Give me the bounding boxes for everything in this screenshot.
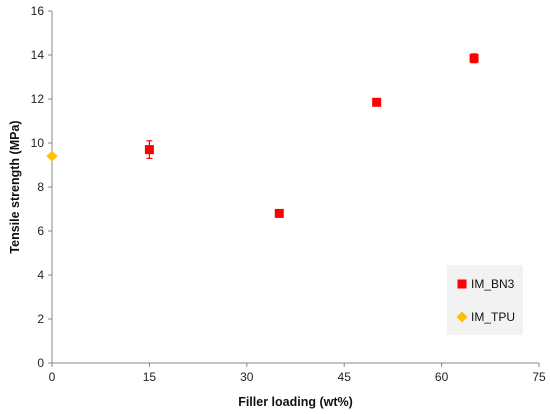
data-point: [144, 145, 154, 155]
y-tick-label: 6: [37, 224, 44, 238]
legend-marker: [456, 311, 468, 323]
x-axis-title: Filler loading (wt%): [238, 395, 353, 409]
y-axis-title: Tensile strength (MPa): [8, 120, 22, 253]
x-ticks: 0 15 30 45 60 75: [49, 363, 546, 384]
legend-box: [447, 265, 523, 335]
y-tick-label: 16: [31, 4, 45, 18]
x-tick-label: 45: [338, 370, 352, 384]
y-tick-label: 8: [37, 180, 44, 194]
plot-area: 0 15 30 45 60 75 0 2 4 6 8 10 12 14 16: [31, 4, 546, 384]
series-im-bn3: [144, 53, 479, 218]
y-tick-label: 10: [31, 136, 45, 150]
data-point: [274, 208, 284, 218]
x-tick-label: 0: [49, 370, 56, 384]
data-point: [372, 97, 382, 107]
x-tick-label: 30: [240, 370, 254, 384]
data-point: [46, 150, 58, 162]
y-tick-label: 14: [31, 48, 45, 62]
x-tick-label: 75: [532, 370, 546, 384]
x-tick-label: 15: [143, 370, 157, 384]
x-tick-label: 60: [435, 370, 449, 384]
y-tick-label: 0: [37, 356, 44, 370]
series-im-tpu: [46, 150, 58, 162]
y-ticks: 0 2 4 6 8 10 12 14 16: [31, 4, 52, 370]
legend-label: IM_TPU: [471, 310, 515, 324]
data-point: [469, 53, 479, 63]
legend-label: IM_BN3: [471, 277, 515, 291]
y-tick-label: 2: [37, 312, 44, 326]
y-tick-label: 12: [31, 92, 45, 106]
data-marks: [46, 53, 479, 218]
legend-marker: [457, 279, 467, 289]
y-tick-label: 4: [37, 268, 44, 282]
legend: IM_BN3 IM_TPU: [447, 265, 523, 335]
